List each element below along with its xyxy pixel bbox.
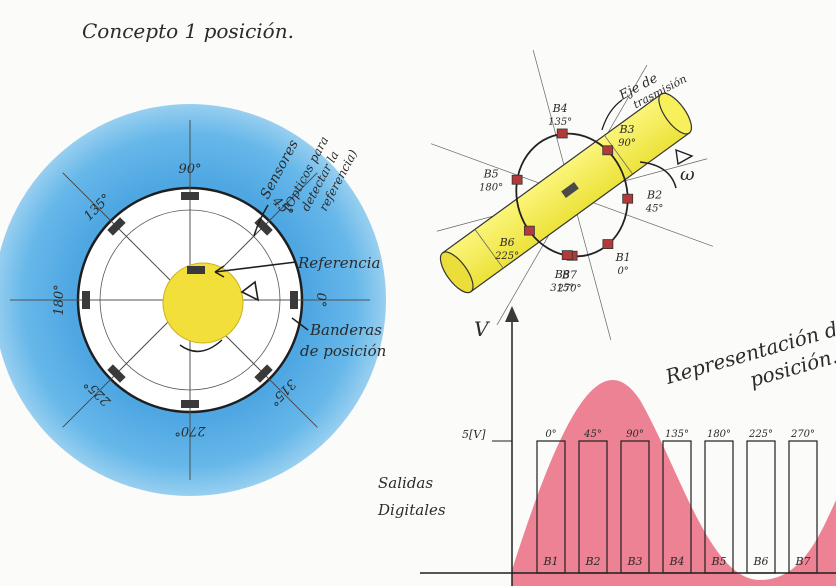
shaft-angle-label: 0° [617,266,628,277]
sensors-pointer [253,204,269,237]
flags-label-line: Banderas [309,321,382,339]
disk-angle-label: 270° [174,423,206,438]
pulse-bar [578,440,608,574]
pulse-category-label: B2 [584,555,600,568]
flags-pointer [291,317,309,331]
sensor-ring [515,132,629,258]
shaft-cylinder [439,92,693,294]
position-flags [82,192,298,408]
shaft-sensor-label: B6 [499,236,515,249]
shaft-sensor [602,239,614,249]
pulse-category-label: B7 [794,555,810,568]
shaft-angle-label: 270° [556,284,581,295]
shaft-angle-label: 225° [494,251,519,262]
pulse-category-label: B3 [626,555,642,568]
pulse-angle-label: 135° [665,429,689,440]
position-wave [512,379,836,586]
shaft-sensor [602,145,614,156]
pulse-category-label: B5 [710,555,726,568]
pulse-category-label: B6 [752,555,768,568]
pulse-angle-label: 90° [626,429,644,440]
pulse-bar [704,440,734,574]
disk-angle-label: 180° [52,284,67,315]
shaft-sensor-label: B2 [646,188,662,201]
pulse-bar [788,440,818,574]
flags-label-line: de posición [300,342,386,360]
pulse-bar [662,440,692,574]
omega-arrow-head [675,148,694,166]
shaft-sensors [511,128,634,261]
shaft-sensor-label: B8 [554,268,570,281]
shaft-angle-label: 90° [618,138,636,149]
disk-angle-label: 90° [178,162,201,177]
y-tick-label: 5[V] [462,428,486,441]
position-flag [82,291,90,309]
reference-pointer [214,261,297,273]
encoder-disk: 0°45°90°135°180°225°270°315° [0,104,386,496]
pulse-angle-label: 45° [583,429,602,440]
shaft-sensor-label: B3 [618,123,634,136]
side-label-line: Digitales [377,501,446,519]
position-flag [254,364,273,383]
transmission-shaft-illustration: B1 0° B2 45° B3 90° B4 135° B5 180° B6 225° B7 270° B8… [430,50,714,340]
pulse-category-label: B1 [542,555,558,568]
position-flag [181,192,199,200]
shaft-angle-label: 45° [645,203,664,214]
reference-label: Referencia [297,254,380,272]
y-axis-arrow [505,306,519,322]
page-title: Concepto 1 posición. [82,19,294,43]
omega-label: ω [680,164,695,185]
disk-angle-label: 0° [313,293,328,308]
shaft-angle-label: 315° [550,283,574,294]
pulse-category-label: B4 [668,555,684,568]
hub [162,262,244,344]
shaft-sensor-label: B5 [483,167,499,180]
shaft-angle-label: 180° [479,182,503,193]
position-flag [107,364,126,383]
side-label-line: Salidas [378,474,433,492]
reference-pointer-head [214,265,225,278]
axis-pointer [601,99,623,131]
pulse-angle-label: 225° [748,429,773,440]
side-label: Salidas Digitales [377,474,446,519]
shaft-sensor-label: B4 [552,102,568,115]
representation-label: Representación de la posición. [662,305,836,414]
shaft-sensor [556,128,568,139]
rotation-arrow-arc [179,339,223,353]
position-flag [290,291,298,309]
shaft-sensor [523,225,535,236]
shaft-sensor-label: B1 [615,251,631,264]
pulse-bar [620,440,650,574]
shaft-sensor [561,250,573,261]
omega-arc [639,161,677,189]
position-flag [181,400,199,408]
pulse-bar [746,440,776,574]
shaft-angle-label: 135° [548,117,572,128]
pulse-angle-label: 180° [707,429,731,440]
position-flag [107,217,126,236]
flags-label: Banderas de posición [300,321,387,360]
shaft-sensor-label: B7 [561,269,577,282]
shaft-sensor [622,193,634,204]
reference-mark [187,266,205,274]
shaft-labels: B1 0° B2 45° B3 90° B4 135° B5 180° B6 225° B7 270° B8… [479,102,663,294]
rotation-arrow-head [240,280,260,302]
digital-output-chart: V 5[V] B10°B245°B390°B4135°B5180°B6225°B… [377,306,836,586]
shaft-sensor [511,174,523,185]
pulse-bars: B1 0° B2 45° B3 90° B4 135° B5 180° B6 225° B7 270° [536,429,818,574]
y-axis-label: V [474,317,491,341]
pulse-bar [536,440,566,574]
pulse-angle-label: 270° [790,429,815,440]
pulse-angle-label: 0° [545,429,556,440]
